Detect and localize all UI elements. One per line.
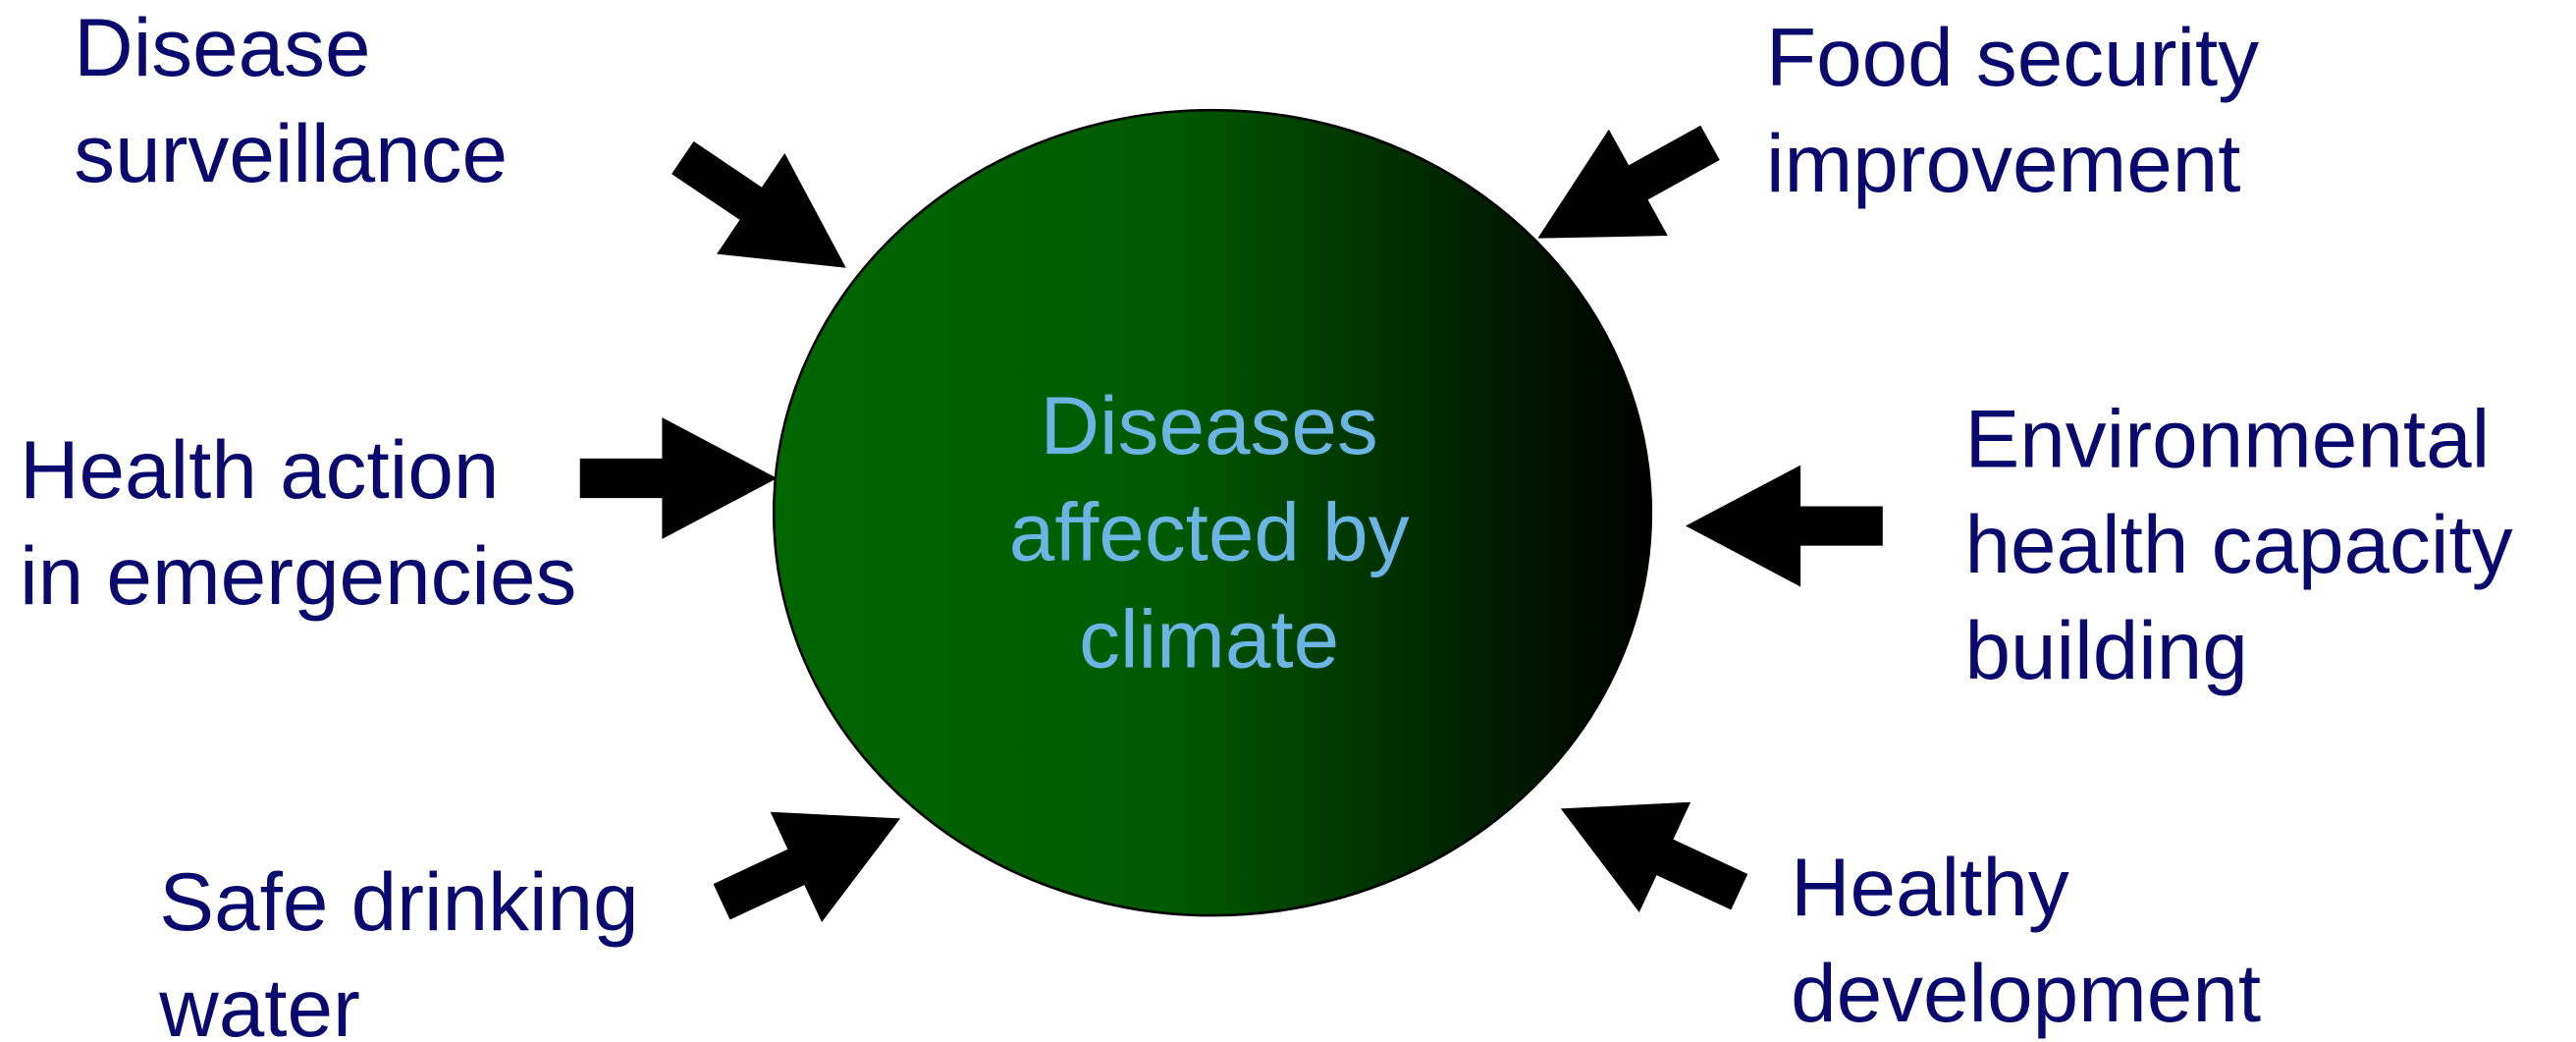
node-label: building xyxy=(1964,604,2247,696)
node-label: health capacity xyxy=(1964,498,2512,590)
center-label: Diseases xyxy=(1041,379,1378,471)
node-label: Healthy xyxy=(1791,841,2069,933)
node-label: Food security xyxy=(1766,11,2259,103)
node-label: development xyxy=(1791,947,2261,1039)
node-label: Environmental xyxy=(1964,392,2490,484)
node-label: surveillance xyxy=(74,107,508,199)
node-label: improvement xyxy=(1766,117,2241,209)
arrow xyxy=(1685,465,1883,587)
center-label: affected by xyxy=(1009,486,1410,578)
center-label: climate xyxy=(1079,592,1339,685)
center-circle xyxy=(772,108,1653,917)
arrow xyxy=(648,107,881,319)
labels: Diseases affected by climate Disease surveil… xyxy=(20,1,2513,1042)
arrow xyxy=(579,417,778,539)
node-label: Health action xyxy=(20,423,499,516)
node-label: Safe drinking xyxy=(159,855,638,948)
node-label: water xyxy=(158,961,360,1042)
node-label: in emergencies xyxy=(20,529,576,622)
node-label: Disease xyxy=(74,1,370,93)
arrow xyxy=(1534,753,1765,948)
arrow xyxy=(695,763,927,958)
